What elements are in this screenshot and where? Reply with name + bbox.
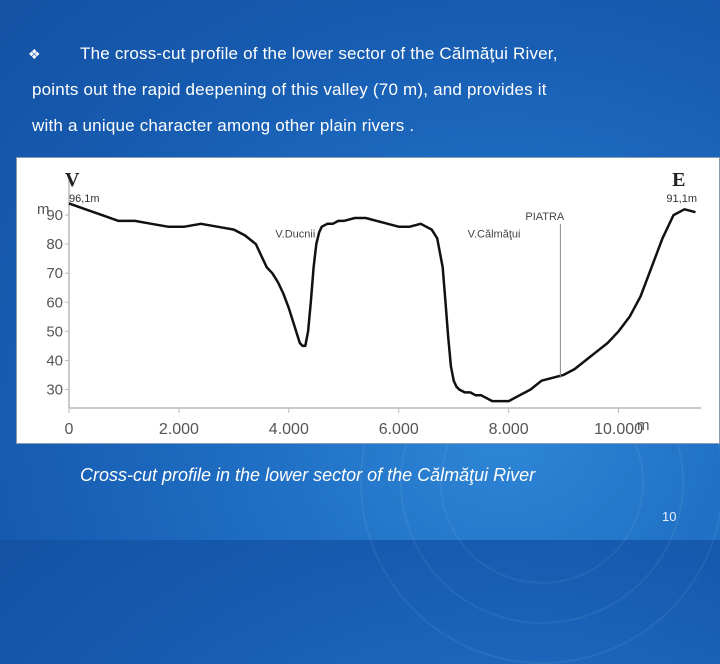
x-tick-label: 2.000 <box>159 421 199 438</box>
x-tick-label: 4.000 <box>269 421 309 438</box>
y-tick-label: 50 <box>46 323 63 340</box>
bullet-icon: ❖ <box>28 46 41 62</box>
slide-number: 10 <box>662 509 677 524</box>
paragraph-line: The cross-cut profile of the lower secto… <box>80 44 558 63</box>
y-tick-label: 60 <box>46 294 63 311</box>
x-tick-label: 8.000 <box>489 421 529 438</box>
profile-line <box>68 202 696 403</box>
paragraph-line: points out the rapid deepening of this v… <box>32 80 547 99</box>
x-tick-label: 0 <box>65 421 74 438</box>
x-tick-label: 10.000 <box>594 421 643 438</box>
place-label: V.Ducnii <box>275 228 315 240</box>
endpoint-label: V <box>65 169 80 191</box>
endpoint-label: E <box>672 169 685 191</box>
place-label: V.Călmăţui <box>468 228 521 240</box>
y-tick-label: 70 <box>46 265 63 282</box>
x-tick-label: 6.000 <box>379 421 419 438</box>
place-label: PIATRA <box>525 211 565 223</box>
figure-caption: Cross-cut profile in the lower sector of… <box>80 465 536 485</box>
y-tick-label: 30 <box>46 381 63 398</box>
y-axis-label: m <box>37 201 50 218</box>
height-label: 91,1m <box>666 193 697 205</box>
x-axis-label: m <box>637 417 650 434</box>
y-tick-label: 90 <box>46 207 63 224</box>
y-tick-label: 80 <box>46 236 63 253</box>
profile-chart: 30 40 50 60 70 80 90 m 0 2.000 4.000 6.000 8.000 10.0… <box>16 157 720 444</box>
paragraph-line: with a unique character among other plai… <box>32 116 415 135</box>
y-tick-label: 40 <box>46 352 63 369</box>
height-label: 96,1m <box>69 193 100 205</box>
